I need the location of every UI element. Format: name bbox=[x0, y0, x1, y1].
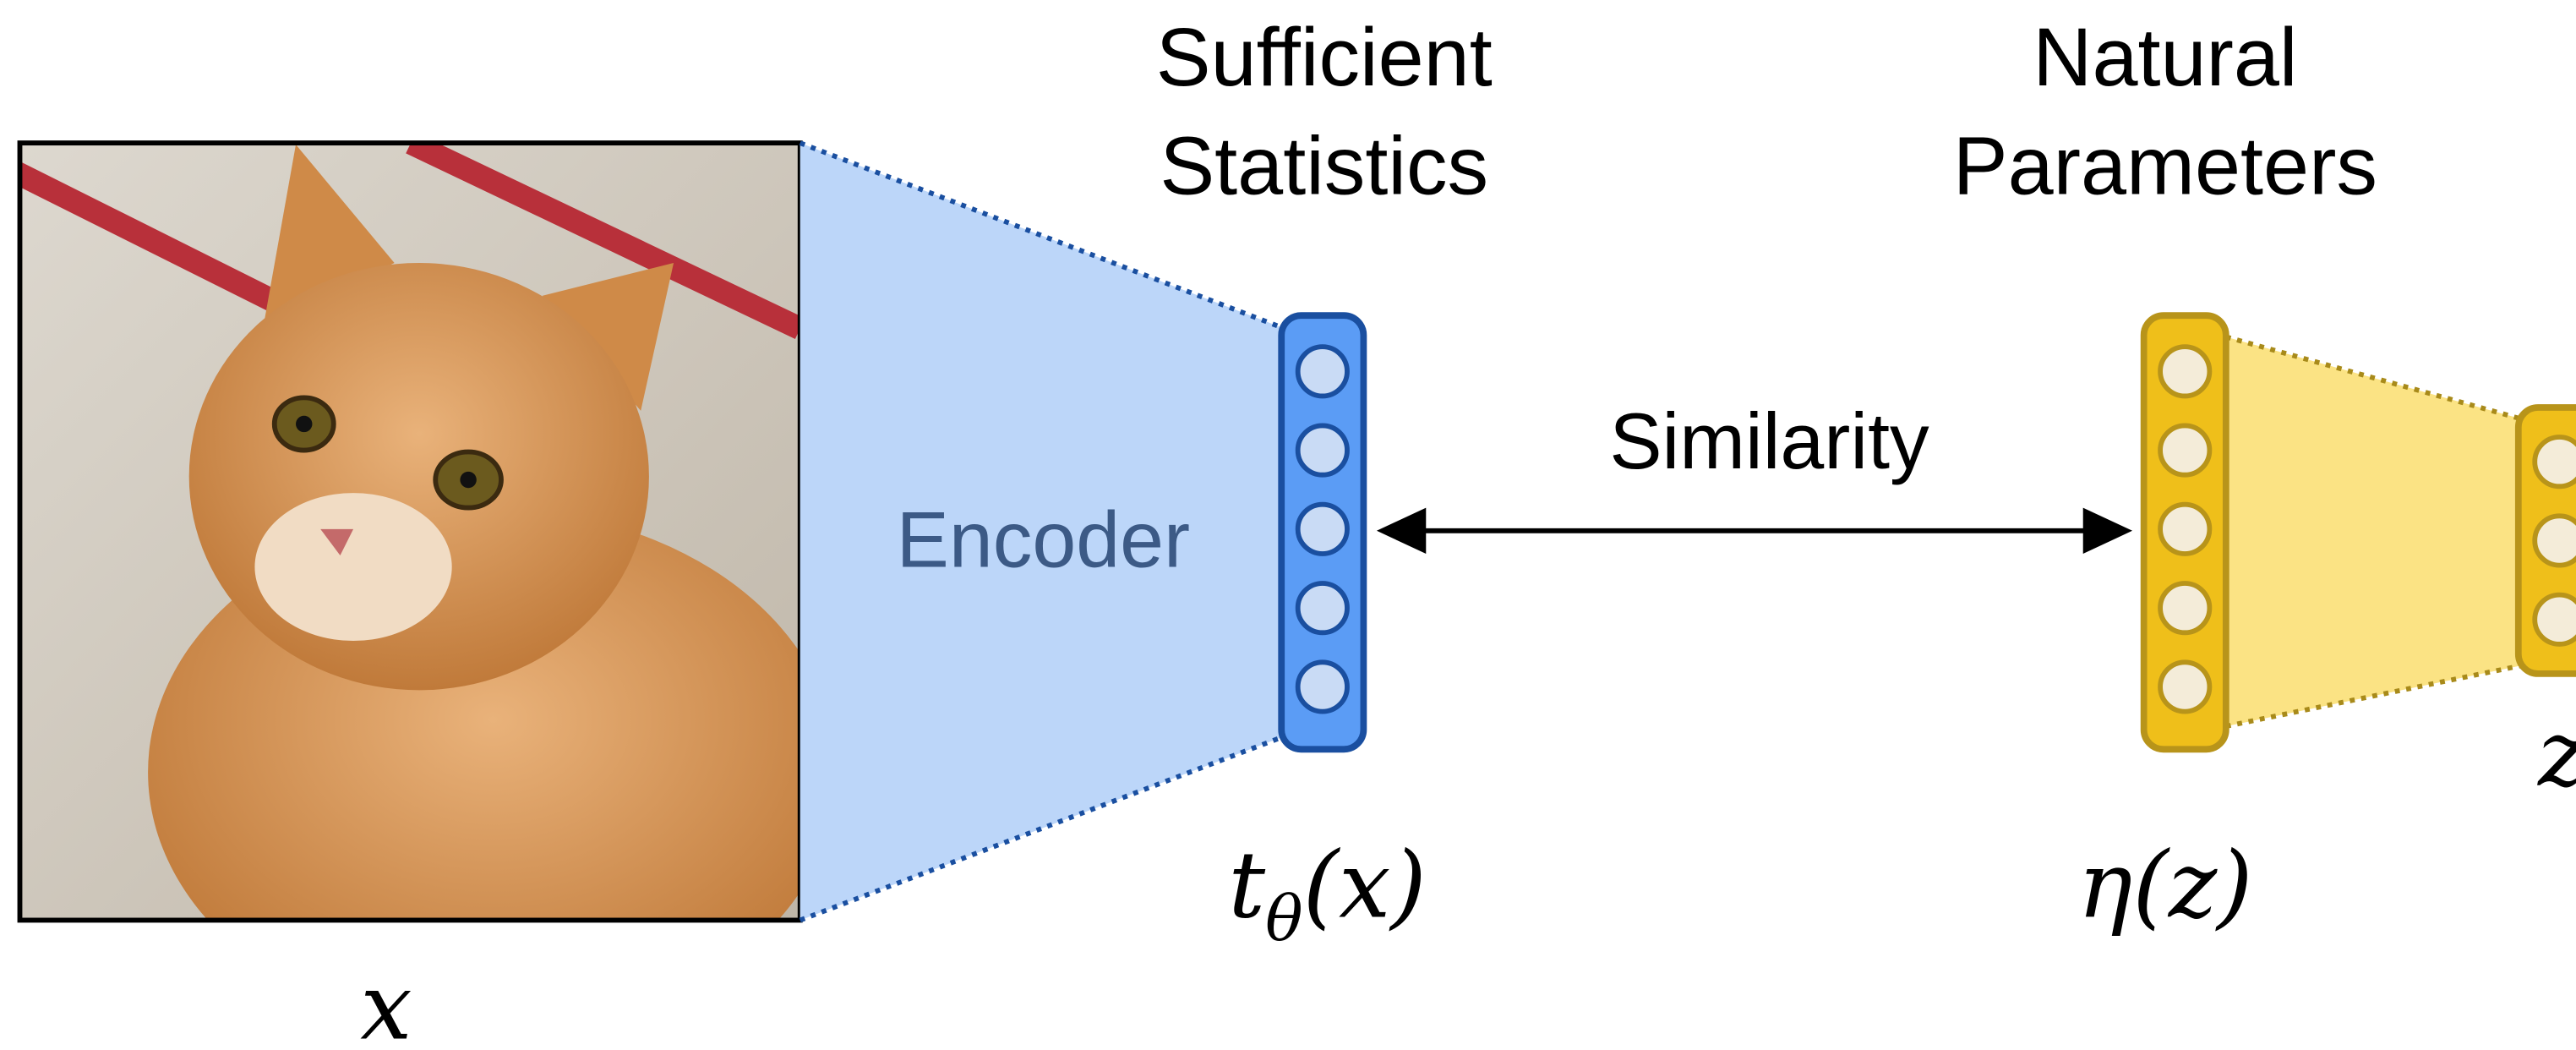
latent-units bbox=[2535, 437, 2576, 644]
cat-image bbox=[0, 143, 838, 1035]
arrow-head bbox=[2083, 508, 2132, 554]
params-title: Natural bbox=[2033, 11, 2297, 103]
params-symbol: η(z) bbox=[2077, 832, 2252, 939]
image-symbol: x bbox=[360, 953, 412, 1050]
similarity-label: Similarity bbox=[1609, 397, 1929, 485]
params-title: Parameters bbox=[1953, 119, 2377, 211]
encoder-label: Encoder bbox=[897, 496, 1190, 584]
latent-symbol: z bbox=[2536, 700, 2576, 807]
symbol-argument: (x) bbox=[1303, 832, 1427, 939]
stats-title: Sufficient bbox=[1156, 11, 1493, 103]
diagram: Encoder Similarity Sufficient Statistics… bbox=[0, 0, 2576, 1050]
arrow-head bbox=[1377, 508, 1426, 554]
stats-title: Statistics bbox=[1160, 119, 1488, 211]
stats-symbol: tθ(x) bbox=[1228, 832, 1427, 955]
decoder-shape bbox=[2226, 336, 2522, 726]
page: {"image": {"label": "x"}, "encoder": {"l… bbox=[0, 0, 2576, 1050]
symbol-base: t bbox=[1228, 832, 1265, 939]
symbol-subscript: θ bbox=[1265, 883, 1302, 955]
